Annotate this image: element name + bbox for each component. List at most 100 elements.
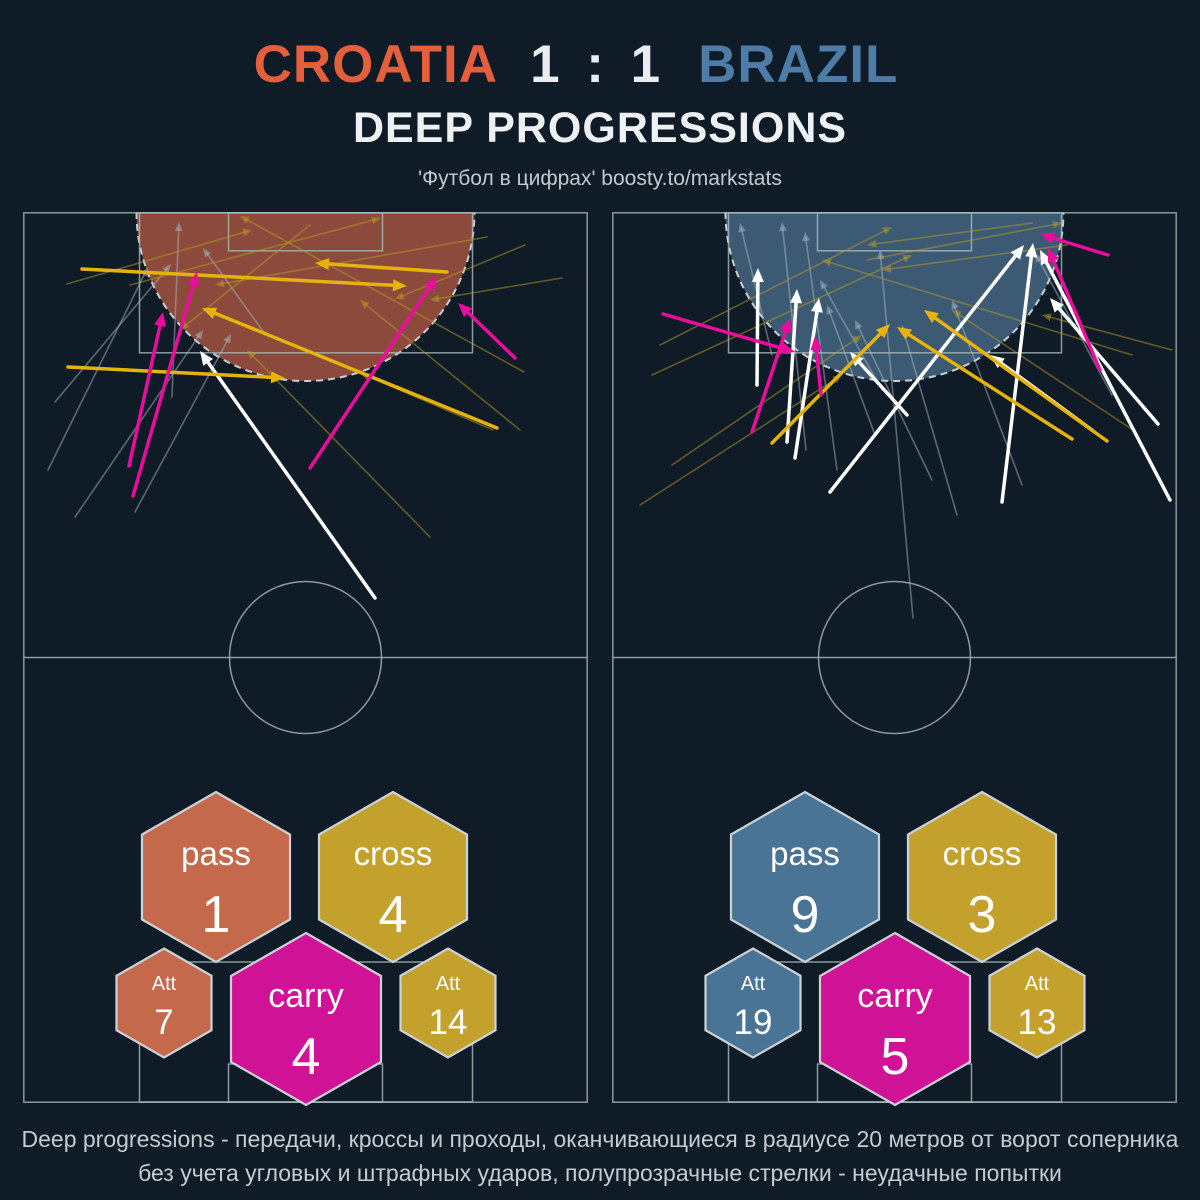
hexagon-cross-label: cross xyxy=(943,835,1022,872)
arrow-carry-head xyxy=(779,318,792,334)
center-circle xyxy=(817,580,972,735)
arrow-pass_failed-head xyxy=(778,222,787,232)
arrow-carry xyxy=(661,312,787,351)
arrow-cross-head xyxy=(897,327,913,340)
arrow-pass xyxy=(793,307,820,460)
arrow-cross-head xyxy=(392,279,407,292)
arrow-pass-head xyxy=(1040,250,1052,266)
arrow-pass-head xyxy=(751,268,764,283)
arrow-cross_failed xyxy=(956,312,1134,431)
arrow-cross_failed xyxy=(220,236,488,285)
center-circle xyxy=(228,580,383,735)
hexagon-att_pass xyxy=(704,947,802,1059)
arrow-cross_failed-head xyxy=(822,258,832,267)
arrow-pass_failed-head xyxy=(820,280,828,290)
arrow-cross_failed xyxy=(250,353,431,538)
scoreline: CROATIA 1 : 1 BRAZIL xyxy=(0,34,1176,95)
arrow-pass_failed-head xyxy=(802,232,811,242)
arrow-pass_failed xyxy=(822,284,883,391)
viz-title: DEEP PROGRESSIONS xyxy=(352,104,848,152)
arrow-pass_failed-head xyxy=(738,223,747,233)
pitch-croatia: pass 1 cross 4 Att 7 carry 4 Att 14 xyxy=(23,211,588,1107)
footer-line-2: без учета угловых и штрафных ударов, пол… xyxy=(138,1160,1062,1186)
arrow-cross_failed xyxy=(639,377,838,506)
arrow-carry-head xyxy=(1040,232,1056,244)
hexagon-carry xyxy=(229,931,383,1107)
arrow-cross_failed-head xyxy=(867,239,877,248)
hexagon-cross xyxy=(317,790,469,964)
arrow-cross_failed-head xyxy=(242,228,252,237)
arrow-cross_failed xyxy=(866,223,1057,261)
arrow-cross_failed-head xyxy=(882,264,892,273)
arrow-cross xyxy=(66,365,276,380)
arrow-pass xyxy=(855,358,909,417)
away-team-name: BRAZIL xyxy=(698,35,899,94)
hexagon-carry-label: carry xyxy=(857,977,933,1015)
arrow-carry-head xyxy=(424,276,437,291)
arrow-carry-head xyxy=(1047,248,1060,264)
arrow-pass-head xyxy=(810,298,823,313)
arrow-cross_failed-head xyxy=(1042,313,1052,322)
arrow-pass_failed xyxy=(953,304,1023,486)
arrow-carry xyxy=(131,280,196,498)
arrow-cross_failed-head xyxy=(902,255,912,263)
arrow-pass_failed-head xyxy=(174,222,183,232)
arrow-pass_failed xyxy=(828,309,876,436)
arrow-pass-head xyxy=(790,289,803,304)
arrow-carry-head xyxy=(779,342,795,354)
pitch-brazil: pass 9 cross 3 Att 19 carry 5 Att 13 xyxy=(612,211,1177,1107)
arrow-pass_failed-head xyxy=(1035,253,1043,263)
hexagon-att_cross-label: Att xyxy=(1025,973,1050,995)
arrow-cross xyxy=(324,261,449,274)
hexagon-att_cross xyxy=(399,947,497,1059)
arrow-carry xyxy=(1050,256,1102,372)
hexagon-att_cross-value: 14 xyxy=(429,1003,468,1042)
arrow-cross xyxy=(931,314,1109,443)
deep-zone-dashed-edge xyxy=(135,211,476,382)
arrow-carry xyxy=(308,283,433,470)
hexagon-carry-value: 5 xyxy=(881,1028,910,1086)
hexagon-carry xyxy=(818,931,972,1107)
arrow-cross_failed xyxy=(244,218,525,373)
hexagon-att_pass xyxy=(115,947,213,1059)
arrow-pass-head xyxy=(1010,245,1024,260)
arrow-cross_failed xyxy=(363,302,521,431)
hexagon-att_pass-value: 19 xyxy=(734,1003,773,1042)
arrow-cross-head xyxy=(270,371,285,384)
deep-zone-semicircle xyxy=(725,212,1064,381)
hexagon-cross xyxy=(906,790,1058,964)
arrow-cross_failed xyxy=(671,337,858,466)
arrow-carry-head xyxy=(187,272,199,288)
home-team-name: CROATIA xyxy=(253,35,499,94)
hexagon-pass xyxy=(729,790,881,964)
arrow-pass xyxy=(828,251,1019,494)
arrow-pass xyxy=(755,277,760,387)
arrow-pass-head xyxy=(1025,243,1038,258)
arrow-cross_failed-head xyxy=(247,350,257,360)
hexagon-att_cross-label: Att xyxy=(436,973,461,995)
arrow-cross_failed-head xyxy=(371,216,381,225)
arrow-pass_failed xyxy=(171,227,180,398)
arrow-cross_failed xyxy=(1046,315,1173,351)
hexagon-carry-value: 4 xyxy=(292,1028,321,1086)
arrow-pass_failed xyxy=(134,338,229,513)
credit-line: 'Футбол в цифрах' boosty.to/markstats xyxy=(418,167,782,190)
hexagon-att_pass-label: Att xyxy=(152,973,177,995)
arrow-cross_failed-head xyxy=(430,294,440,303)
hexagon-pass-label: pass xyxy=(770,835,840,872)
arrow-cross xyxy=(770,330,885,445)
arrow-pass xyxy=(1043,258,1172,502)
arrow-cross_failed xyxy=(887,244,1068,270)
arrow-pass xyxy=(1055,304,1160,426)
hexagon-pass-label: pass xyxy=(181,835,251,872)
footer-line-1: Deep progressions - передачи, кроссы и п… xyxy=(21,1126,1179,1152)
match-score: 1 : 1 xyxy=(530,35,667,94)
arrow-pass_failed xyxy=(54,267,168,403)
hexagon-cross-value: 4 xyxy=(379,886,408,944)
hexagon-pass xyxy=(140,790,292,964)
hexagon-pass-value: 1 xyxy=(202,886,231,944)
arrow-cross-head xyxy=(924,310,939,324)
arrow-cross-head xyxy=(202,307,218,319)
arrow-cross-head xyxy=(315,257,330,270)
pitch-svg-brazil: pass 9 cross 3 Att 19 carry 5 Att 13 xyxy=(612,211,1177,1107)
